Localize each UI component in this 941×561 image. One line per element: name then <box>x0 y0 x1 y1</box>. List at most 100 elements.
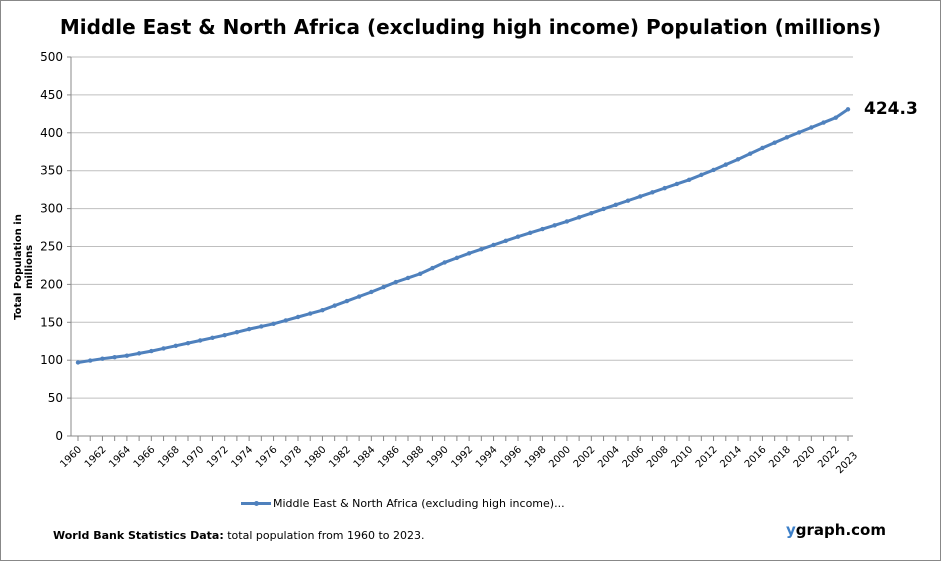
x-tick-label: 1970 <box>181 444 207 470</box>
data-point <box>748 151 753 156</box>
data-point <box>259 324 264 329</box>
x-tick-label: 2004 <box>596 444 622 470</box>
source-label: World Bank Statistics Data: <box>53 529 224 542</box>
x-tick-label: 2018 <box>767 444 793 470</box>
data-point <box>405 275 411 281</box>
y-tick-label: 400 <box>40 126 63 140</box>
brand-y: y <box>786 521 796 539</box>
data-point <box>845 107 851 112</box>
x-tick-label: 2000 <box>547 444 573 470</box>
y-tick-label: 450 <box>40 88 63 102</box>
x-tick-label: 1968 <box>156 444 182 470</box>
x-tick-label: 2014 <box>718 444 744 470</box>
data-point <box>515 234 521 239</box>
data-point <box>564 219 570 224</box>
x-tick-label: 1998 <box>523 444 549 470</box>
x-tick-label: 1960 <box>58 444 84 470</box>
data-point <box>650 190 655 195</box>
data-point <box>540 226 545 232</box>
data-point <box>674 181 680 187</box>
x-tick-label: 1990 <box>425 444 451 470</box>
x-tick-label: 1992 <box>449 444 475 470</box>
source-note: World Bank Statistics Data: total popula… <box>53 529 425 542</box>
source-text: total population from 1960 to 2023. <box>223 529 425 542</box>
data-point <box>699 172 704 178</box>
data-point <box>613 202 618 208</box>
x-tick-label: 1980 <box>303 444 329 470</box>
x-tick-label: 1982 <box>327 444 353 470</box>
y-tick-label: 150 <box>40 315 63 329</box>
data-point <box>723 162 728 167</box>
data-point <box>149 348 154 354</box>
x-tick-label: 1974 <box>229 444 255 470</box>
data-point <box>271 321 276 327</box>
data-point <box>430 265 435 271</box>
x-tick-label: 1984 <box>352 444 378 470</box>
x-tick-label: 1994 <box>474 444 500 470</box>
x-tick-label: 2016 <box>743 444 769 470</box>
data-point <box>234 329 240 335</box>
data-point <box>344 298 350 304</box>
y-tick-label: 500 <box>40 50 63 64</box>
data-point <box>809 125 814 130</box>
data-point <box>210 335 215 341</box>
data-point <box>479 246 484 252</box>
y-tick-label: 200 <box>40 277 63 291</box>
data-point <box>418 271 423 276</box>
y-tick-label: 250 <box>40 240 63 254</box>
data-point <box>124 353 130 358</box>
data-point <box>283 318 288 323</box>
data-point <box>173 343 178 348</box>
data-point <box>332 303 337 308</box>
series-line <box>77 108 849 364</box>
data-point <box>198 338 203 343</box>
data-point <box>381 284 386 290</box>
data-point <box>686 177 692 182</box>
y-tick-label: 50 <box>48 391 63 405</box>
x-tick-label: 1972 <box>205 444 231 470</box>
data-point <box>821 120 826 125</box>
data-point <box>466 251 472 256</box>
legend: Middle East & North Africa (excluding hi… <box>241 497 565 510</box>
y-tick-label: 100 <box>40 353 63 367</box>
data-point <box>161 346 166 351</box>
data-point <box>75 360 81 365</box>
data-point <box>735 157 741 162</box>
data-point <box>320 307 325 313</box>
x-tick-label: 2020 <box>792 444 818 470</box>
data-point <box>136 351 142 356</box>
brand-rest: graph.com <box>795 521 886 539</box>
data-point <box>601 206 606 212</box>
data-point <box>185 340 191 346</box>
data-point <box>638 194 643 199</box>
data-point <box>662 185 667 191</box>
data-point <box>246 326 252 332</box>
brand-logo: ygraph.com <box>786 521 886 539</box>
data-point <box>491 242 496 248</box>
x-tick-label: 2008 <box>645 444 671 470</box>
data-point <box>784 135 790 140</box>
data-point <box>308 311 313 316</box>
chart-title: Middle East & North Africa (excluding hi… <box>59 15 882 39</box>
data-point <box>393 279 398 285</box>
data-point <box>772 140 777 145</box>
x-tick-label: 1988 <box>401 444 427 470</box>
x-tick-label: 1976 <box>254 444 280 470</box>
legend-label: Middle East & North Africa (excluding hi… <box>273 497 565 510</box>
data-point <box>528 230 533 236</box>
data-point <box>760 145 765 151</box>
data-point <box>442 260 447 265</box>
y-axis-label: Total Population in millions <box>13 214 35 320</box>
last-value-annotation: 424.3 <box>864 99 918 119</box>
x-tick-label: 2002 <box>572 444 598 470</box>
x-tick-label: 1978 <box>278 444 304 470</box>
y-tick-label: 0 <box>55 429 63 443</box>
data-point <box>833 115 838 120</box>
x-tick-label: 1964 <box>107 444 133 470</box>
x-tick-label: 2012 <box>694 444 720 470</box>
x-tick-label: 1962 <box>83 444 109 470</box>
legend-swatch <box>241 500 271 506</box>
x-tick-label: 2010 <box>669 444 695 470</box>
data-point <box>454 255 460 261</box>
data-point <box>625 198 631 203</box>
